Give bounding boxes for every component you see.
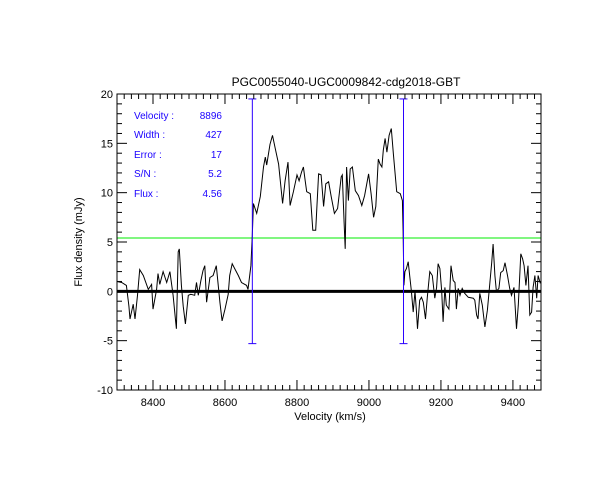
x-tick-label: 9000 bbox=[357, 397, 381, 409]
y-tick-label: 5 bbox=[107, 237, 113, 249]
annotation-label-sn: S/N : bbox=[134, 169, 156, 180]
annotation-block: Velocity : 8896 Width : 427 Error : 17 S… bbox=[134, 111, 222, 200]
y-tick-label: 15 bbox=[101, 138, 113, 150]
chart-title: PGC0055040-UGC0009842-cdg2018-GBT bbox=[232, 75, 461, 89]
y-tick-label: 10 bbox=[101, 188, 113, 200]
annotation-value-error: 17 bbox=[211, 150, 223, 161]
annotation-label-flux: Flux : bbox=[134, 189, 158, 200]
plot-marks bbox=[116, 98, 541, 345]
y-tick-label: 20 bbox=[101, 89, 113, 101]
x-tick-label: 9400 bbox=[501, 397, 525, 409]
x-tick-label: 8400 bbox=[141, 397, 165, 409]
annotation-label-error: Error : bbox=[134, 150, 162, 161]
x-tick-label: 8800 bbox=[285, 397, 309, 409]
y-tick-label: -10 bbox=[97, 385, 113, 397]
velocity-marker bbox=[399, 98, 408, 345]
y-tick-label: 0 bbox=[107, 286, 113, 298]
axis-ticks: 8400 8600 8800 9000 9200 9400 -10 -5 0 5 10 15 20 bbox=[97, 89, 541, 409]
y-tick-label: -5 bbox=[103, 336, 113, 348]
x-tick-label: 9200 bbox=[429, 397, 453, 409]
plot-frame bbox=[116, 93, 542, 391]
annotation-value-velocity: 8896 bbox=[200, 111, 223, 122]
annotation-value-width: 427 bbox=[205, 130, 222, 141]
annotation-label-width: Width : bbox=[134, 130, 165, 141]
x-tick-label: 8600 bbox=[213, 397, 237, 409]
annotation-value-flux: 4.56 bbox=[203, 189, 223, 200]
spectrum-line bbox=[116, 128, 541, 329]
annotation-value-sn: 5.2 bbox=[208, 169, 222, 180]
y-axis-title: Flux density (mJy) bbox=[73, 197, 85, 286]
annotation-label-velocity: Velocity : bbox=[134, 111, 174, 122]
velocity-marker bbox=[248, 98, 257, 345]
x-axis-title: Velocity (km/s) bbox=[294, 411, 366, 423]
